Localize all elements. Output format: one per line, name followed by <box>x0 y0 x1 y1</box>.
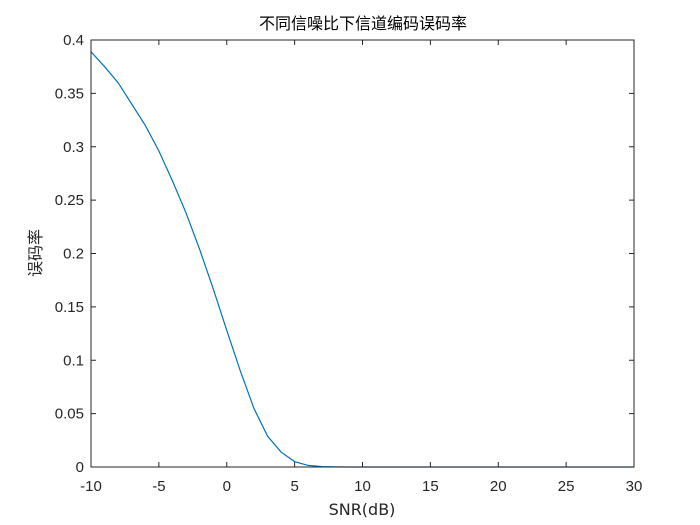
x-tick-label: 0 <box>223 478 231 495</box>
y-tick-label: 0.15 <box>55 299 84 316</box>
tick-labels: -10 -5 0 5 10 15 20 25 30 0 0.05 0.1 0.15 0.2 0.25 0.3 0… <box>55 32 643 495</box>
x-tick-label: 20 <box>490 478 507 495</box>
y-axis-label: 误码率 <box>26 229 45 277</box>
x-axis-label: SNR(dB) <box>329 500 396 519</box>
x-tick-label: -5 <box>152 478 165 495</box>
y-tick-label: 0.05 <box>55 406 84 423</box>
x-tick-label: 30 <box>626 478 643 495</box>
plot-area <box>91 40 634 467</box>
x-tick-label: 25 <box>558 478 575 495</box>
y-tick-label: 0.2 <box>63 246 84 263</box>
x-tick-label: 5 <box>290 478 298 495</box>
x-tick-label: 10 <box>354 478 371 495</box>
y-tick-label: 0.3 <box>63 139 84 156</box>
y-tick-label: 0.4 <box>63 32 84 49</box>
y-tick-label: 0.1 <box>63 352 84 369</box>
plot-box <box>90 39 635 468</box>
y-tick-label: 0.35 <box>55 85 84 102</box>
x-tick-label: 15 <box>422 478 439 495</box>
chart-title: 不同信噪比下信道编码误码率 <box>259 14 467 33</box>
x-tick-label: -10 <box>80 478 102 495</box>
y-tick-label: 0 <box>76 459 84 476</box>
y-tick-label: 0.25 <box>55 192 84 209</box>
